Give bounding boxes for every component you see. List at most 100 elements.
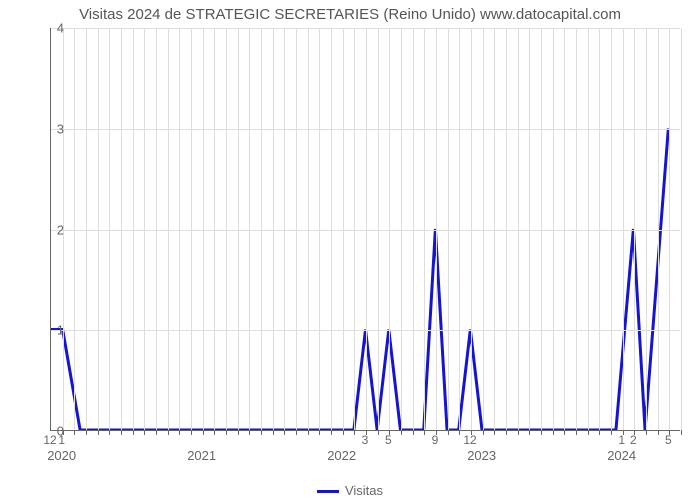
x-tickmark bbox=[261, 430, 262, 435]
x-tickmark bbox=[308, 430, 309, 435]
gridline-v bbox=[308, 28, 309, 430]
x-tickmark bbox=[459, 430, 460, 435]
x-year-label: 2023 bbox=[467, 448, 496, 463]
gridline-v bbox=[471, 28, 472, 430]
x-month-label: 1 bbox=[618, 433, 625, 447]
gridline-v bbox=[331, 28, 332, 430]
gridline-v bbox=[459, 28, 460, 430]
gridline-v bbox=[98, 28, 99, 430]
x-tickmark bbox=[249, 430, 250, 435]
gridline-v bbox=[366, 28, 367, 430]
plot-area bbox=[50, 28, 680, 431]
gridline-v bbox=[343, 28, 344, 430]
x-month-label: 3 bbox=[362, 433, 369, 447]
x-tickmark bbox=[144, 430, 145, 435]
x-tickmark bbox=[343, 430, 344, 435]
gridline-v bbox=[389, 28, 390, 430]
gridline-v bbox=[448, 28, 449, 430]
gridline-v bbox=[518, 28, 519, 430]
gridline-v bbox=[179, 28, 180, 430]
gridline-v bbox=[424, 28, 425, 430]
x-tickmark bbox=[296, 430, 297, 435]
x-tickmark bbox=[483, 430, 484, 435]
x-tickmark bbox=[448, 430, 449, 435]
y-tick-label: 4 bbox=[44, 21, 64, 36]
x-tickmark bbox=[284, 430, 285, 435]
x-tickmark bbox=[238, 430, 239, 435]
x-tickmark bbox=[319, 430, 320, 435]
gridline-v bbox=[611, 28, 612, 430]
gridline-v bbox=[214, 28, 215, 430]
x-tickmark bbox=[506, 430, 507, 435]
legend-label: Visitas bbox=[345, 483, 383, 498]
gridline-v bbox=[506, 28, 507, 430]
gridline-v bbox=[669, 28, 670, 430]
x-tickmark bbox=[156, 430, 157, 435]
gridline-v bbox=[436, 28, 437, 430]
gridline-v bbox=[261, 28, 262, 430]
x-tickmark bbox=[273, 430, 274, 435]
x-tickmark bbox=[378, 430, 379, 435]
y-tick-label: 1 bbox=[44, 323, 64, 338]
gridline-v bbox=[226, 28, 227, 430]
x-tickmark bbox=[494, 430, 495, 435]
gridline-v bbox=[86, 28, 87, 430]
gridline-v bbox=[658, 28, 659, 430]
x-month-label: 2 bbox=[630, 433, 637, 447]
gridline-v bbox=[74, 28, 75, 430]
gridline-v bbox=[599, 28, 600, 430]
gridline-v bbox=[541, 28, 542, 430]
gridline-v bbox=[681, 28, 682, 430]
x-tickmark bbox=[74, 430, 75, 435]
x-year-label: 2022 bbox=[327, 448, 356, 463]
gridline-v bbox=[109, 28, 110, 430]
x-tickmark bbox=[98, 430, 99, 435]
gridline-v bbox=[319, 28, 320, 430]
x-tickmark bbox=[121, 430, 122, 435]
gridline-v bbox=[249, 28, 250, 430]
gridline-v bbox=[553, 28, 554, 430]
x-year-label: 2020 bbox=[47, 448, 76, 463]
x-tickmark bbox=[331, 430, 332, 435]
gridline-v bbox=[238, 28, 239, 430]
x-month-label: 5 bbox=[385, 433, 392, 447]
x-tickmark bbox=[86, 430, 87, 435]
chart-title: Visitas 2024 de STRATEGIC SECRETARIES (R… bbox=[0, 6, 700, 23]
gridline-v bbox=[156, 28, 157, 430]
x-tickmark bbox=[518, 430, 519, 435]
x-tickmark bbox=[109, 430, 110, 435]
gridline-v bbox=[133, 28, 134, 430]
x-year-label: 2021 bbox=[187, 448, 216, 463]
gridline-v bbox=[646, 28, 647, 430]
y-tick-label: 2 bbox=[44, 222, 64, 237]
gridline-v bbox=[576, 28, 577, 430]
gridline-v bbox=[634, 28, 635, 430]
gridline-v bbox=[144, 28, 145, 430]
x-tickmark bbox=[646, 430, 647, 435]
y-tick-label: 3 bbox=[44, 121, 64, 136]
x-tickmark bbox=[179, 430, 180, 435]
gridline-v bbox=[296, 28, 297, 430]
x-month-label: 5 bbox=[665, 433, 672, 447]
gridline-v bbox=[413, 28, 414, 430]
gridline-v bbox=[168, 28, 169, 430]
x-tickmark bbox=[413, 430, 414, 435]
x-tickmark bbox=[424, 430, 425, 435]
x-tickmark bbox=[576, 430, 577, 435]
x-tickmark bbox=[529, 430, 530, 435]
gridline-v bbox=[483, 28, 484, 430]
x-tickmark bbox=[541, 430, 542, 435]
gridline-v bbox=[494, 28, 495, 430]
x-month-label: 1 bbox=[58, 433, 65, 447]
x-tickmark bbox=[203, 430, 204, 435]
gridline-v bbox=[203, 28, 204, 430]
gridline-v bbox=[588, 28, 589, 430]
gridline-v bbox=[564, 28, 565, 430]
x-month-label: 12 bbox=[43, 433, 56, 447]
gridline-v bbox=[401, 28, 402, 430]
x-tickmark bbox=[226, 430, 227, 435]
x-year-label: 2024 bbox=[607, 448, 636, 463]
x-tickmark bbox=[191, 430, 192, 435]
gridline-v bbox=[191, 28, 192, 430]
x-month-label: 12 bbox=[463, 433, 476, 447]
